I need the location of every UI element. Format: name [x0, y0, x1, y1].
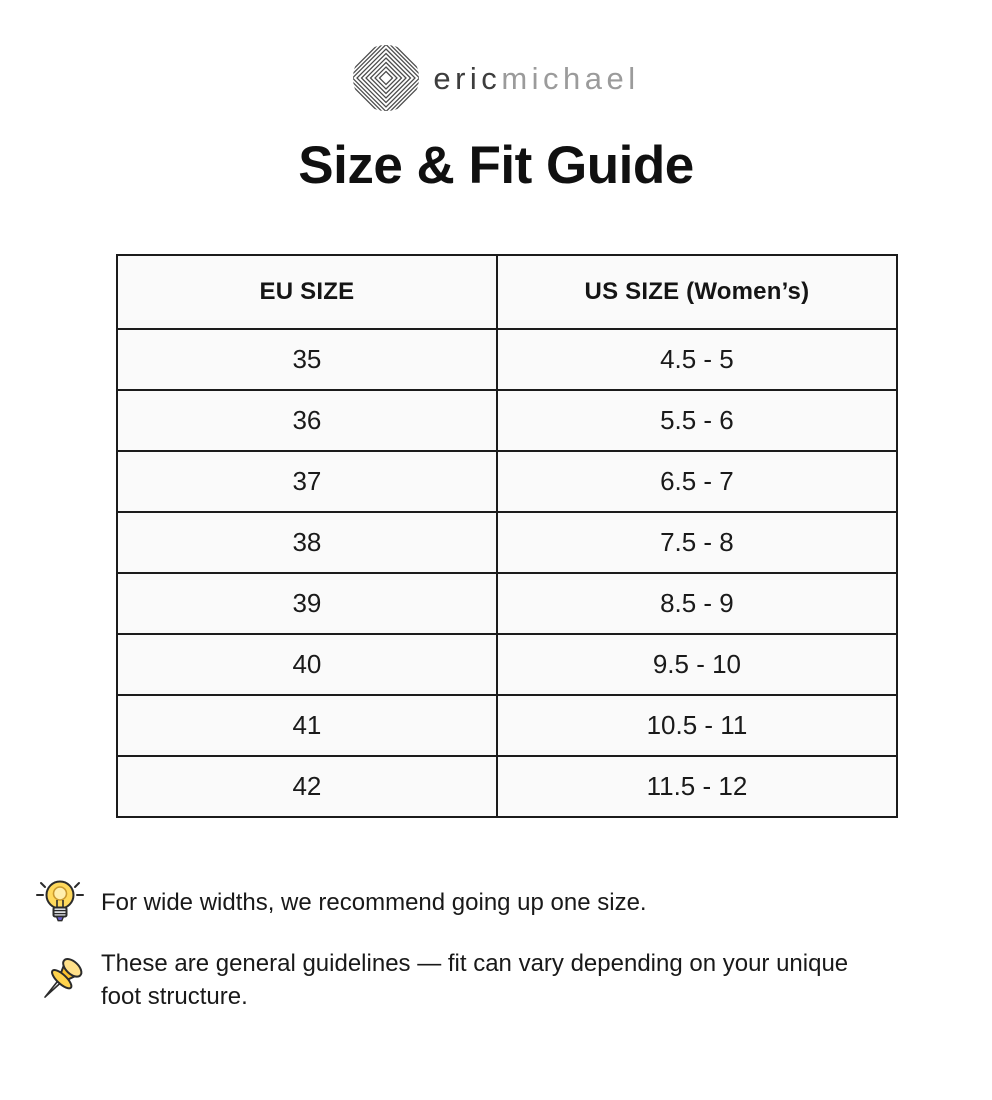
eu-size-value: 38 — [116, 511, 498, 574]
us-size-value: 7.5 - 8 — [495, 511, 899, 574]
note-line: foot structure. — [101, 983, 248, 1010]
brand-name-secondary: michael — [501, 60, 640, 96]
pushpin-icon — [44, 958, 83, 998]
brand-logo: ericmichael — [0, 0, 992, 112]
us-size-value: 5.5 - 6 — [495, 389, 899, 452]
us-size-value: 8.5 - 9 — [495, 572, 899, 635]
table-row: 35 4.5 - 5 — [116, 328, 899, 391]
table-row: 38 7.5 - 8 — [116, 511, 899, 574]
us-size-value: 10.5 - 11 — [495, 694, 899, 757]
note-wide-widths: For wide widths, we recommend going up o… — [32, 874, 962, 930]
table-row: 41 10.5 - 11 — [116, 694, 899, 757]
page-title: Size & Fit Guide — [298, 136, 694, 195]
note-line: These are general guidelines — fit can v… — [101, 950, 849, 977]
diamond-pattern-icon — [353, 45, 420, 111]
table-row: 36 5.5 - 6 — [116, 389, 899, 452]
column-header-us-size: US SIZE (Women’s) — [495, 254, 899, 330]
table-header-row: EU SIZE US SIZE (Women’s) — [116, 254, 899, 330]
table-row: 40 9.5 - 10 — [116, 633, 899, 696]
eu-size-value: 42 — [116, 755, 498, 818]
eu-size-value: 39 — [116, 572, 498, 635]
note-text: These are general guidelines — fit can v… — [101, 947, 848, 1013]
note-general-guidelines: These are general guidelines — fit can v… — [32, 947, 962, 1013]
brand-name-primary: eric — [433, 60, 502, 96]
table-row: 39 8.5 - 9 — [116, 572, 899, 635]
us-size-value: 11.5 - 12 — [495, 755, 899, 818]
us-size-value: 6.5 - 7 — [495, 450, 899, 513]
lightbulb-icon — [36, 880, 84, 922]
eu-size-value: 37 — [116, 450, 498, 513]
column-header-eu-size: EU SIZE — [116, 254, 498, 330]
us-size-value: 4.5 - 5 — [495, 328, 899, 391]
note-line: For wide widths, we recommend going up o… — [101, 888, 647, 916]
table-row: 37 6.5 - 7 — [116, 450, 899, 513]
size-table: EU SIZE US SIZE (Women’s) 35 4.5 - 5 36 … — [116, 254, 899, 818]
table-row: 42 11.5 - 12 — [116, 755, 899, 818]
eu-size-value: 36 — [116, 389, 498, 452]
notes-section: For wide widths, we recommend going up o… — [32, 874, 962, 1013]
brand-wordmark: ericmichael — [433, 63, 639, 94]
eu-size-value: 41 — [116, 694, 498, 757]
eu-size-value: 35 — [116, 328, 498, 391]
note-text: For wide widths, we recommend going up o… — [101, 886, 647, 919]
us-size-value: 9.5 - 10 — [495, 633, 899, 696]
eu-size-value: 40 — [116, 633, 498, 696]
